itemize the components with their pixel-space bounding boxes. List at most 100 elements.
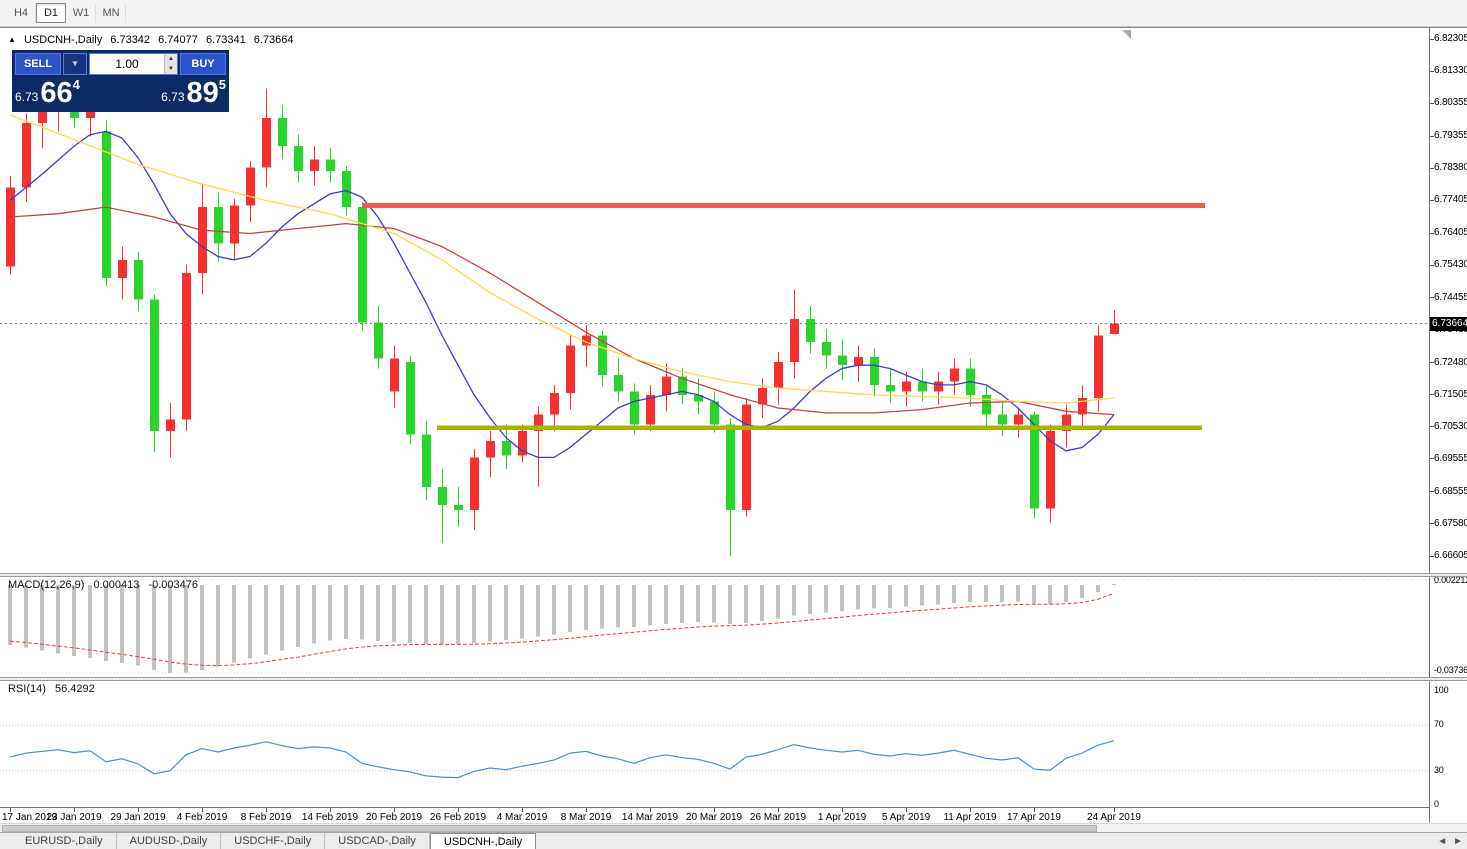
sell-price-prefix: 6.73 (15, 90, 39, 104)
one-click-trade-panel: SELL ▼ ▲ ▼ BUY 6.73 66 4 (12, 50, 229, 112)
spinner-down-icon[interactable]: ▼ (168, 66, 174, 72)
date-tick (138, 808, 139, 812)
macd-signal-value: -0.003476 (148, 579, 198, 591)
candle-body (662, 376, 671, 395)
macd-pane[interactable]: MACD(12,26,9) 0.000413 -0.003476 (0, 577, 1429, 677)
chart-tab-usdcnhdaily[interactable]: USDCNH-,Daily (429, 833, 537, 849)
sell-button[interactable]: SELL (15, 53, 61, 75)
price-axis[interactable]: 6.82305 6.81330 6.80355 6.79355 6.78380 6.774… (1429, 28, 1467, 823)
price-axis-label: 6.70530 (1434, 420, 1467, 432)
date-label: 20 Feb 2019 (365, 812, 423, 823)
candle-body (998, 414, 1007, 425)
main-chart-pane[interactable]: ▲ USDCNH-,Daily 6.73342 6.74077 6.73341 … (0, 28, 1429, 573)
macd-chart[interactable] (0, 577, 1429, 677)
candle-body (822, 342, 831, 356)
price-tick (1430, 458, 1434, 460)
candle-body (1078, 398, 1087, 415)
price-tick (1430, 70, 1434, 72)
date-tick (202, 808, 203, 812)
candle-body (470, 457, 479, 511)
rsi-scale-label: 70 (1434, 719, 1444, 730)
pane-separator[interactable] (0, 677, 1467, 681)
candle-body (854, 356, 863, 366)
candle-body (774, 361, 783, 389)
candle-body (918, 381, 927, 392)
price-axis-label: 6.71505 (1434, 388, 1467, 400)
rsi-pane[interactable]: RSI(14) 56.4292 (0, 681, 1429, 807)
sell-price-big: 66 (40, 77, 73, 109)
rsi-scale-label: 0 (1434, 799, 1439, 809)
timeframe-button-D1[interactable]: D1 (36, 3, 66, 23)
candle-body (406, 361, 415, 435)
chart-tab-audusddaily[interactable]: AUDUSD-,Daily (117, 833, 222, 849)
candle-body (1094, 335, 1103, 399)
candle-body (134, 259, 143, 300)
macd-name: MACD(12,26,9) (8, 579, 85, 591)
candle-body (38, 111, 47, 124)
spinner-up-icon[interactable]: ▲ (168, 56, 174, 62)
price-axis-label: 6.76405 (1434, 227, 1467, 239)
chart-window: ▲ USDCNH-,Daily 6.73342 6.74077 6.73341 … (0, 27, 1467, 832)
price-tick (1430, 167, 1434, 169)
candle-body (374, 322, 383, 359)
candle-body (694, 394, 703, 402)
price-axis-label: 6.69555 (1434, 452, 1467, 464)
date-label: 5 Apr 2019 (881, 812, 931, 823)
candle-body (454, 505, 463, 510)
chart-tab-usdchfdaily[interactable]: USDCHF-,Daily (221, 833, 326, 849)
date-tick (778, 808, 779, 812)
rsi-scale-label: 100 (1434, 685, 1449, 695)
candle-body (582, 335, 591, 346)
timeframe-button-MN[interactable]: MN (96, 3, 126, 23)
date-label: 26 Feb 2019 (429, 812, 487, 823)
date-tick (842, 808, 843, 812)
chart-tab-eurusddaily[interactable]: EURUSD-,Daily (12, 833, 117, 849)
buy-button[interactable]: BUY (180, 53, 226, 75)
date-tick (650, 808, 651, 812)
candle-body (710, 401, 719, 425)
buy-price[interactable]: 6.73 89 5 (161, 76, 226, 108)
rsi-chart[interactable] (0, 681, 1429, 807)
timeframe-button-H4[interactable]: H4 (6, 3, 36, 23)
price-axis-label: 6.72480 (1434, 356, 1467, 368)
scrollbar-thumb[interactable] (2, 825, 1097, 832)
candle-body (1062, 414, 1071, 432)
ohlc-open: 6.73342 (110, 34, 151, 46)
tab-scroll-left-icon[interactable]: ◄ (1437, 836, 1448, 847)
timeframe-button-W1[interactable]: W1 (66, 3, 96, 23)
date-label: 20 Mar 2019 (685, 812, 743, 823)
date-label: 26 Mar 2019 (749, 812, 807, 823)
price-tick (1430, 491, 1434, 493)
candle-body (790, 319, 799, 362)
candle-body (486, 440, 495, 458)
sell-price[interactable]: 6.73 66 4 (15, 76, 80, 108)
candle-body (630, 391, 639, 425)
tab-scroll-right-icon[interactable]: ► (1453, 836, 1463, 847)
candle-body (886, 384, 895, 392)
ma-slow-yellow (9, 114, 1115, 404)
chart-tab-usdcaddaily[interactable]: USDCAD-,Daily (325, 833, 430, 849)
buy-price-prefix: 6.73 (161, 90, 185, 104)
chart-shift-marker-icon[interactable] (1122, 30, 1131, 39)
price-tick (1430, 102, 1434, 104)
candle-body (198, 207, 207, 273)
chart-tab-bar: EURUSD-,Daily AUDUSD-,Daily USDCHF-,Daily U… (0, 832, 1467, 849)
pane-separator[interactable] (0, 573, 1467, 577)
volume-input[interactable] (90, 54, 177, 74)
collapse-icon[interactable]: ▲ (8, 35, 16, 44)
date-tick (586, 808, 587, 812)
candles-group (6, 82, 1119, 557)
volume-dropdown-button[interactable]: ▼ (63, 53, 87, 75)
date-label: 8 Mar 2019 (560, 812, 612, 823)
price-tick (1430, 199, 1434, 201)
ohlc-close: 6.73664 (253, 34, 294, 46)
candle-body (646, 394, 655, 425)
price-tick (1430, 394, 1434, 396)
candle-body (246, 167, 255, 206)
rsi-value: 56.4292 (54, 683, 95, 695)
date-label: 4 Feb 2019 (176, 812, 228, 823)
candle-body (726, 424, 735, 510)
time-axis[interactable]: 17 Jan 2019 23 Jan 2019 29 Jan 2019 4 Feb 2… (0, 807, 1429, 823)
horizontal-scrollbar[interactable] (0, 823, 1467, 832)
candle-body (1014, 414, 1023, 425)
